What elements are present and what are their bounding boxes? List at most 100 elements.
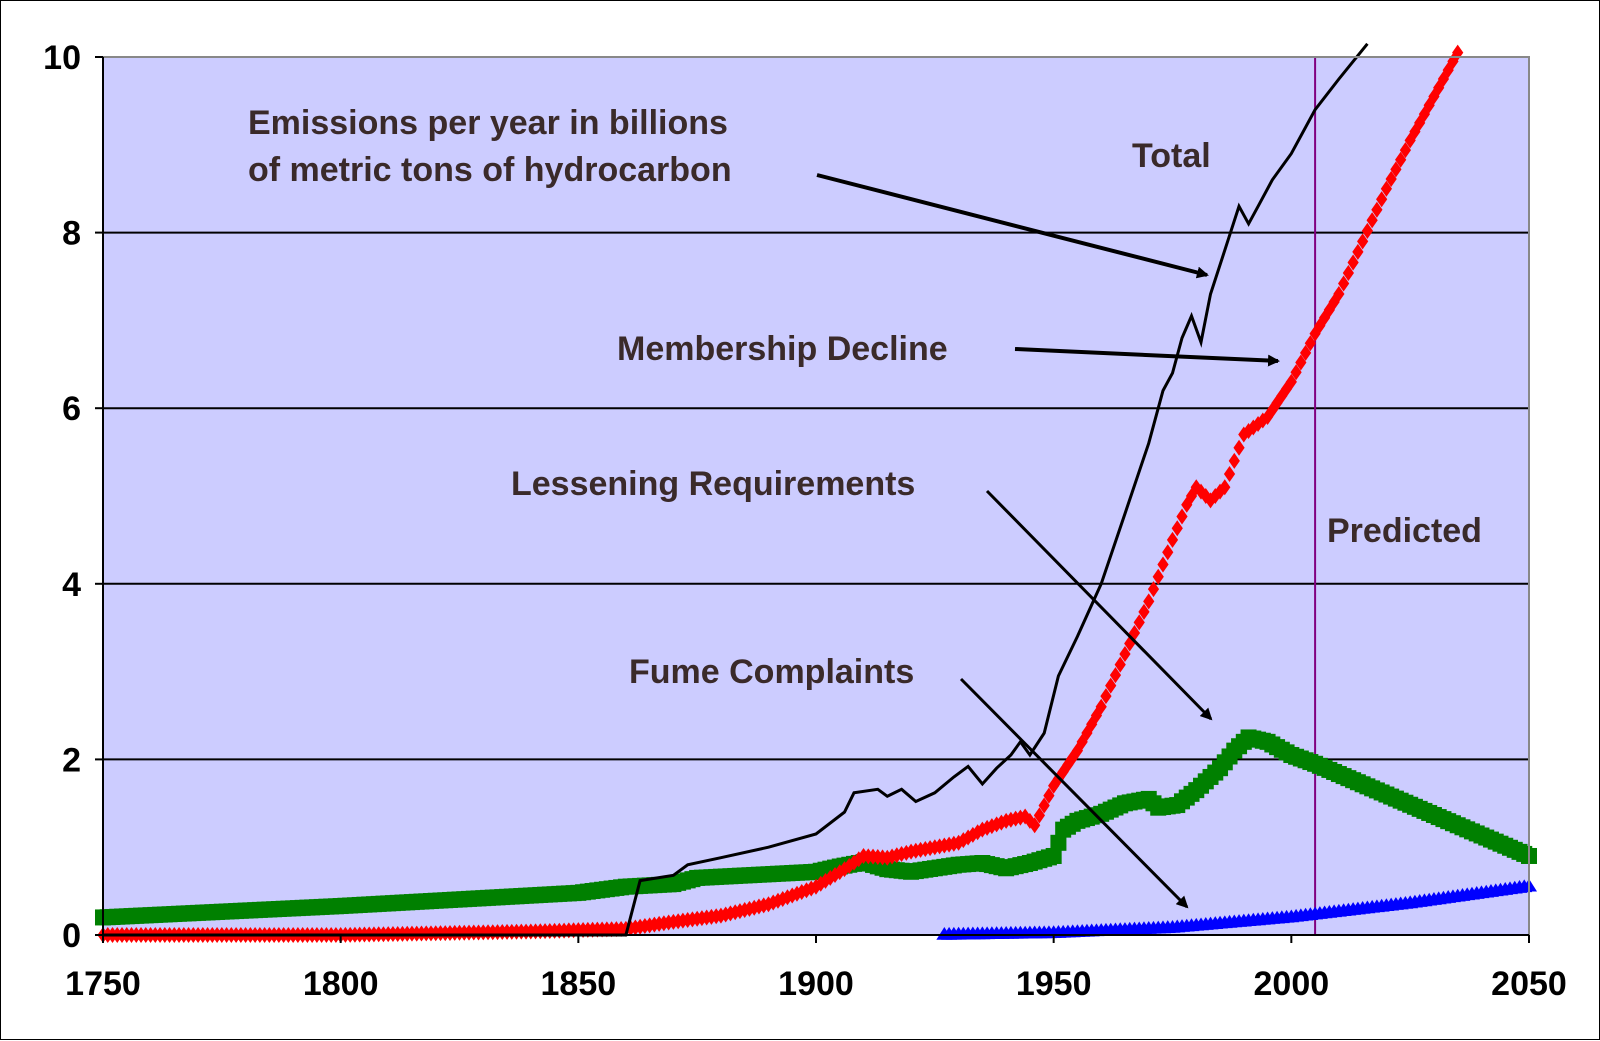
- arrow-lessening-requirements: [985, 489, 1213, 721]
- diamond-point: [1366, 212, 1378, 229]
- diamond-point: [967, 826, 979, 843]
- diamond-point: [953, 834, 965, 851]
- diamond-point: [843, 857, 855, 874]
- diamond-point: [1290, 364, 1302, 381]
- diamond-point: [1095, 698, 1107, 715]
- x-tick-label-1850: 1850: [541, 965, 617, 1003]
- annotation-lessening-requirements-label: Lessening Requirements: [511, 465, 915, 503]
- diamond-point: [1100, 688, 1112, 705]
- diamond-point: [1209, 488, 1221, 504]
- diamond-point: [796, 883, 808, 900]
- series-fume-complaints: [936, 878, 1537, 940]
- series-layer: [95, 42, 1537, 943]
- diamond-point: [1395, 151, 1407, 168]
- diamond-point: [1043, 787, 1055, 804]
- diamond-point: [1233, 439, 1245, 456]
- axes: 0 2 4 6 8 10 1750 1800 1850 1900 1950 2000 2050: [43, 39, 1567, 1003]
- diamond-point: [1299, 344, 1312, 361]
- diamond-point: [1038, 797, 1050, 814]
- diamond-point: [1319, 309, 1331, 326]
- diamond-point: [1029, 817, 1041, 834]
- diamond-point: [1133, 614, 1145, 631]
- series-line-total: [103, 42, 1369, 937]
- diamond-point: [1442, 62, 1454, 79]
- plot-area: [103, 57, 1529, 935]
- x-tick-label-2050: 2050: [1491, 965, 1567, 1003]
- diamond-point: [1357, 233, 1369, 250]
- diamond-point: [1352, 243, 1364, 260]
- diamond-point: [829, 867, 841, 884]
- diamond-point: [1071, 742, 1084, 759]
- square-point: [1050, 834, 1067, 851]
- diamond-point: [1428, 88, 1440, 105]
- series-lessening-requirements: [95, 729, 1537, 926]
- diamond-point: [881, 849, 893, 866]
- diamond-point: [1285, 373, 1297, 390]
- diamond-point: [1223, 466, 1236, 483]
- diamond-point: [1399, 142, 1412, 159]
- diamond-point: [976, 821, 988, 838]
- y-tick-label-4: 4: [62, 566, 81, 604]
- diamond-point: [1109, 667, 1122, 684]
- diamond-point: [1114, 656, 1126, 673]
- diamond-point: [1147, 581, 1160, 598]
- diamond-point: [1376, 191, 1388, 208]
- diamond-point: [805, 880, 817, 897]
- diamond-point: [1105, 677, 1117, 694]
- diamond-point: [1033, 807, 1046, 824]
- diamond-point: [1247, 419, 1259, 436]
- diamond-point: [1176, 508, 1188, 525]
- diamond-point: [1171, 520, 1183, 537]
- diamond-point: [1295, 354, 1307, 371]
- annotation-emissions-line1: Emissions per year in billions: [248, 104, 728, 142]
- diamond-point: [1380, 180, 1392, 197]
- diamond-point: [1138, 603, 1150, 620]
- annotation-membership-decline-label: Membership Decline: [617, 330, 948, 368]
- annotation-emissions-line2: of metric tons of hydrocarbon: [248, 151, 732, 189]
- y-tick-label-8: 8: [62, 215, 81, 253]
- diamond-point: [991, 816, 1003, 833]
- diamond-point: [1124, 635, 1136, 652]
- annotation-total-label: Total: [1132, 137, 1211, 175]
- y-tick-label-6: 6: [62, 390, 81, 428]
- x-tick-label-1750: 1750: [65, 965, 141, 1003]
- diamond-point: [1390, 161, 1402, 178]
- diamond-point: [1086, 716, 1098, 733]
- diamond-point: [1228, 452, 1240, 469]
- diamond-point: [1276, 387, 1288, 404]
- diamond-point: [1371, 201, 1383, 218]
- diamond-point: [891, 847, 903, 864]
- diamond-point: [1385, 171, 1397, 188]
- annotation-predicted-label: Predicted: [1327, 512, 1482, 550]
- annotation-fume-complaints-label: Fume Complaints: [629, 653, 914, 691]
- y-tick-label-10: 10: [43, 39, 81, 77]
- diamond-point: [1181, 496, 1193, 513]
- diamond-point: [1338, 275, 1350, 292]
- diamond-point: [1195, 483, 1207, 500]
- arrow-emissions: [816, 173, 1209, 279]
- diamond-point: [1219, 479, 1231, 496]
- y-tick-label-2: 2: [62, 741, 81, 779]
- diamond-point: [1162, 544, 1174, 561]
- diamond-point: [1304, 335, 1316, 352]
- diamond-point: [1166, 531, 1179, 548]
- diamond-point: [1342, 264, 1354, 281]
- y-tick-label-0: 0: [62, 917, 81, 955]
- series-total: [103, 42, 1369, 937]
- x-tick-label-2000: 2000: [1254, 965, 1330, 1003]
- arrow-membership-decline: [1014, 347, 1280, 367]
- diamond-point: [1143, 593, 1155, 610]
- diamond-point: [1414, 114, 1426, 131]
- arrow-fume-complaints: [959, 677, 1189, 909]
- diamond-point: [1333, 286, 1345, 303]
- x-tick-label-1900: 1900: [778, 965, 854, 1003]
- diamond-point: [1361, 222, 1373, 239]
- diamond-point: [1119, 646, 1131, 663]
- diamond-point: [1261, 408, 1274, 425]
- diamond-point: [781, 889, 794, 906]
- x-tick-label-1800: 1800: [303, 965, 379, 1003]
- diamond-point: [1157, 556, 1169, 573]
- diamond-point: [767, 894, 779, 911]
